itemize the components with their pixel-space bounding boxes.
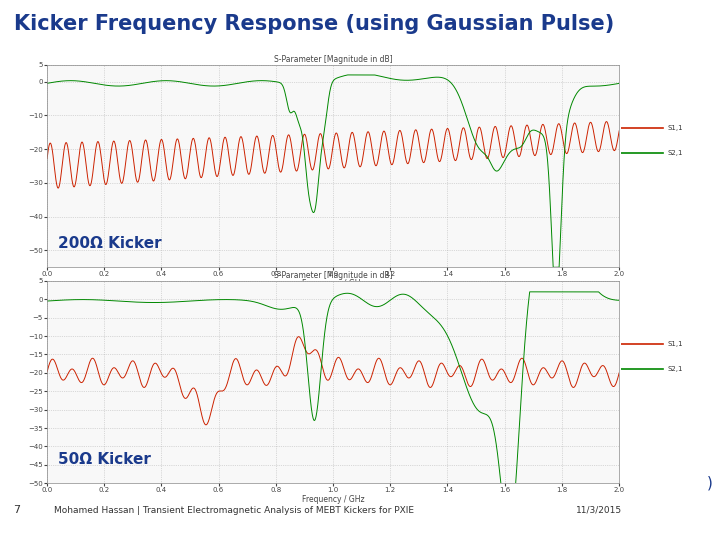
Text: S1,1: S1,1 (667, 341, 683, 347)
Text: 50Ω Kicker: 50Ω Kicker (58, 452, 151, 467)
Text: S2,1: S2,1 (667, 150, 683, 156)
X-axis label: Frequency / GHz: Frequency / GHz (302, 495, 364, 504)
Title: S-Parameter [Magnitude in dB]: S-Parameter [Magnitude in dB] (274, 271, 392, 280)
Text: Mohamed Hassan | Transient Electromagnetic Analysis of MEBT Kickers for PXIE: Mohamed Hassan | Transient Electromagnet… (54, 506, 414, 515)
Title: S-Parameter [Magnitude in dB]: S-Parameter [Magnitude in dB] (274, 55, 392, 64)
X-axis label: Frequency / GHz: Frequency / GHz (302, 279, 364, 288)
Text: Kicker Frequency Response (using Gaussian Pulse): Kicker Frequency Response (using Gaussia… (14, 14, 614, 33)
Text: S2,1: S2,1 (667, 366, 683, 372)
Text: S1,1: S1,1 (667, 125, 683, 131)
Text: 11/3/2015: 11/3/2015 (576, 506, 622, 515)
Text: 200Ω Kicker: 200Ω Kicker (58, 236, 162, 251)
Text: ): ) (707, 476, 713, 491)
Text: 7: 7 (13, 505, 20, 515)
